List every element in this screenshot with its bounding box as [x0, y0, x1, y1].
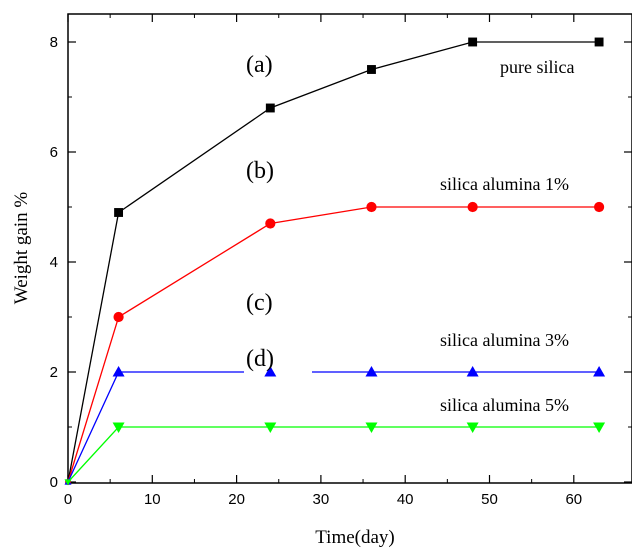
- y-axis-label: Weight gain %: [11, 192, 32, 305]
- x-tick-label: 30: [313, 491, 330, 508]
- data-point: [113, 311, 124, 323]
- data-point: [365, 366, 378, 377]
- series-line: [67, 41, 600, 483]
- data-point: [114, 208, 124, 217]
- series-label-pure-silica: pure silica: [500, 57, 574, 77]
- series-silica-alumina-5: [64, 422, 606, 486]
- data-point: [593, 201, 605, 213]
- x-tick-label: 0: [64, 491, 72, 508]
- y-tick-label: 6: [50, 144, 58, 161]
- data-point: [112, 422, 125, 433]
- data-point: [112, 366, 125, 377]
- data-point: [264, 422, 277, 433]
- x-tick-label: 20: [228, 491, 245, 508]
- series-silica-alumina-1: [65, 201, 605, 485]
- series-label-silica-alumina-1: silica alumina 1%: [440, 174, 569, 194]
- data-point: [365, 422, 378, 433]
- series-label-silica-alumina-3: silica alumina 3%: [440, 330, 569, 350]
- data-point: [64, 479, 72, 486]
- data-point: [265, 103, 275, 113]
- y-axis-ticks: 0 2 4 6 8: [50, 34, 632, 491]
- x-tick-label: 60: [565, 491, 582, 508]
- x-axis-ticks: 0 10 20 30 40 50 60: [64, 14, 582, 508]
- series-line: [67, 426, 600, 483]
- data-point: [466, 366, 479, 377]
- data-point: [593, 366, 606, 377]
- series-line: [67, 206, 600, 483]
- y-tick-label: 8: [50, 34, 58, 51]
- x-tick-label: 50: [481, 491, 498, 508]
- data-point: [466, 422, 479, 433]
- panel-label-d: (d): [246, 346, 274, 372]
- data-point: [594, 37, 604, 47]
- series-pure-silica: [65, 37, 604, 485]
- panel-label-b: (b): [246, 158, 274, 184]
- annotation-layer: (a) (b) (c) (d) pure silica silica alumi…: [246, 52, 574, 415]
- panel-label-a: (a): [246, 52, 273, 78]
- data-point: [468, 37, 478, 47]
- data-point: [265, 218, 276, 229]
- x-tick-label: 40: [397, 491, 414, 508]
- plot-frame: [67, 13, 632, 484]
- series-label-silica-alumina-5: silica alumina 5%: [440, 395, 569, 415]
- data-point: [366, 201, 377, 213]
- series-layer: [64, 37, 606, 486]
- y-tick-label: 0: [50, 474, 58, 491]
- series-silica-alumina-3: [64, 366, 606, 485]
- data-point: [367, 65, 376, 74]
- data-point: [264, 366, 277, 377]
- x-axis-label: Time(day): [315, 527, 395, 548]
- y-tick-label: 2: [50, 364, 58, 381]
- y-tick-label: 4: [50, 254, 58, 271]
- panel-label-c: (c): [246, 290, 273, 316]
- x-tick-label: 10: [144, 491, 161, 508]
- data-point: [467, 201, 478, 213]
- data-point: [593, 422, 606, 433]
